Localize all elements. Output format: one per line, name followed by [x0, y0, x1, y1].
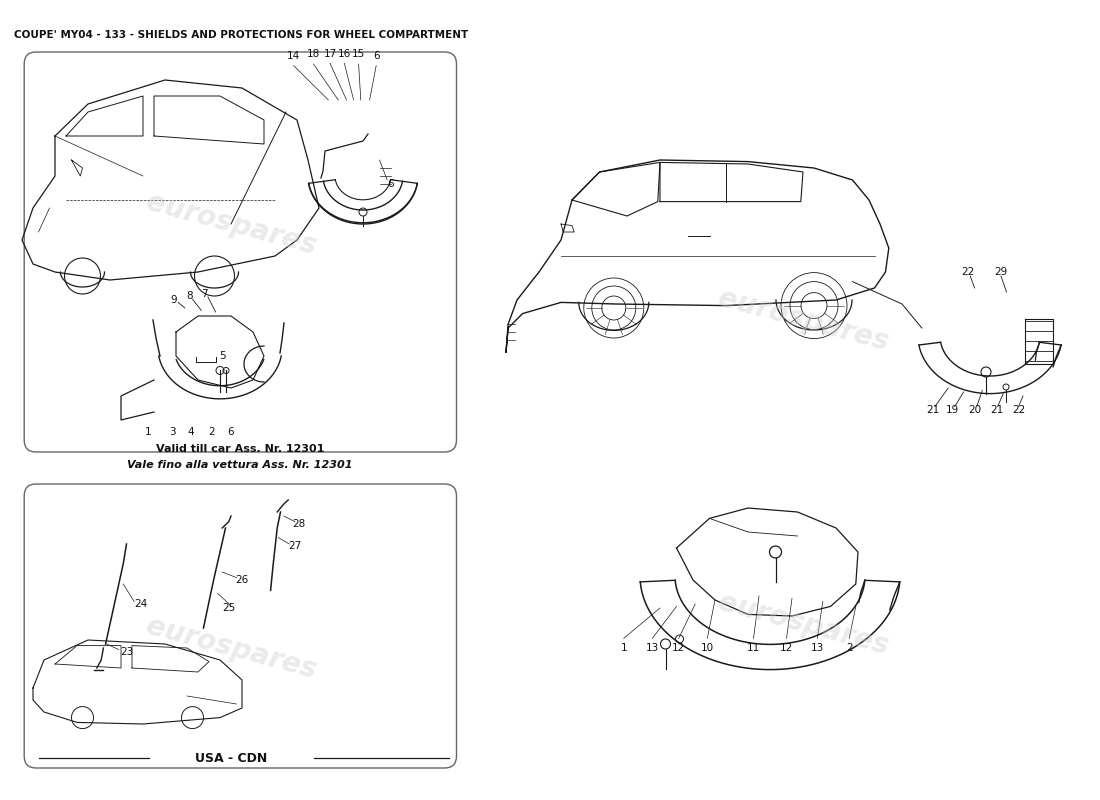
Text: 25: 25: [222, 603, 235, 613]
Text: 23: 23: [120, 647, 133, 657]
Text: 20: 20: [968, 406, 981, 415]
Text: 10: 10: [701, 643, 714, 653]
Text: 14: 14: [287, 51, 300, 61]
Text: 17: 17: [323, 49, 337, 58]
Text: 1: 1: [145, 427, 152, 437]
Text: 28: 28: [293, 519, 306, 529]
Text: 2: 2: [846, 643, 852, 653]
Text: 13: 13: [811, 643, 824, 653]
Text: 7: 7: [201, 289, 208, 298]
Text: Valid till car Ass. Nr. 12301: Valid till car Ass. Nr. 12301: [155, 444, 324, 454]
Text: eurospares: eurospares: [143, 612, 319, 684]
Text: 3: 3: [169, 427, 176, 437]
Text: 24: 24: [134, 599, 147, 609]
Text: 19: 19: [946, 406, 959, 415]
Text: 6: 6: [373, 51, 380, 61]
Text: 21: 21: [990, 406, 1003, 415]
Text: 22: 22: [1012, 406, 1025, 415]
Text: 1: 1: [620, 643, 627, 653]
Text: 11: 11: [747, 643, 760, 653]
Text: COUPE' MY04 - 133 - SHIELDS AND PROTECTIONS FOR WHEEL COMPARTMENT: COUPE' MY04 - 133 - SHIELDS AND PROTECTI…: [14, 30, 469, 40]
Text: 6: 6: [387, 179, 394, 189]
Text: 27: 27: [288, 541, 301, 550]
Text: 16: 16: [338, 49, 351, 58]
Text: 5: 5: [219, 351, 225, 361]
Text: 26: 26: [235, 575, 249, 585]
Text: 21: 21: [926, 406, 939, 415]
Text: 13: 13: [646, 643, 659, 653]
Text: 18: 18: [307, 50, 320, 59]
Text: 29: 29: [994, 267, 1008, 277]
Text: 15: 15: [352, 50, 365, 59]
Text: eurospares: eurospares: [715, 284, 891, 356]
Text: 9: 9: [170, 295, 177, 305]
Text: 22: 22: [961, 267, 975, 277]
Text: 2: 2: [208, 427, 214, 437]
Text: 8: 8: [186, 291, 192, 301]
Text: 12: 12: [672, 643, 685, 653]
Text: 4: 4: [187, 427, 194, 437]
Text: eurospares: eurospares: [143, 188, 319, 260]
Text: USA - CDN: USA - CDN: [195, 752, 267, 765]
Text: 12: 12: [780, 643, 793, 653]
Text: eurospares: eurospares: [715, 588, 891, 660]
Text: Vale fino alla vettura Ass. Nr. 12301: Vale fino alla vettura Ass. Nr. 12301: [128, 460, 352, 470]
Text: 6: 6: [228, 427, 234, 437]
